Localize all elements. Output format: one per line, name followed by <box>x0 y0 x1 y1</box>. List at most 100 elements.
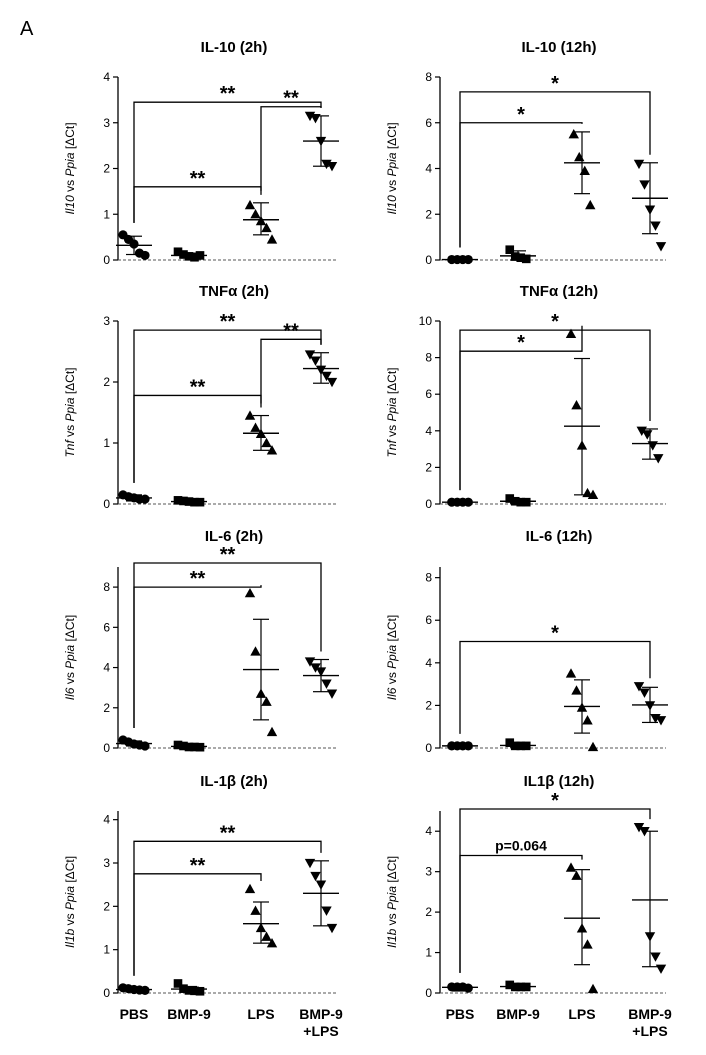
data-point-square <box>179 250 188 259</box>
y-axis-label: Il6 vs Ppia [ΔCt] <box>385 615 399 700</box>
y-axis-label: Il10 vs Ppia [ΔCt] <box>63 122 77 214</box>
data-point-triangle-up <box>568 128 579 139</box>
significance-label: ** <box>220 544 236 566</box>
y-tick-label: 0 <box>103 253 110 267</box>
y-axis-label: Il1b vs Ppia [ΔCt] <box>385 856 399 948</box>
significance-label: * <box>551 623 559 645</box>
data-point-triangle-up <box>244 410 256 420</box>
data-point-square <box>505 738 515 747</box>
significance-bracket <box>459 91 651 248</box>
significance-bracket <box>133 840 322 976</box>
data-point-square <box>173 740 183 750</box>
chart-title: IL-1β (2h) <box>200 773 268 790</box>
chart-panel: TNFα (2h) 0 1 2 3 Tnf vs Ppia [ΔCt] ** ** ** <box>63 283 339 511</box>
data-point-triangle-down <box>304 858 316 869</box>
chart-panel: IL-10 (12h) 0 2 4 6 8 Il10 vs Ppia [ΔCt] * * <box>385 39 668 267</box>
data-point-triangle-down <box>321 679 332 689</box>
y-tick-label: 4 <box>425 656 432 670</box>
y-axis-label-part: vs <box>385 669 399 688</box>
data-point-triangle-down <box>321 906 332 916</box>
data-point-triangle-up <box>250 646 261 656</box>
y-axis-label-part: Il1b <box>385 928 399 948</box>
y-axis-label-part: Ppia <box>385 886 399 910</box>
significance-label: * <box>551 311 559 333</box>
y-axis-label-part: [ΔCt] <box>63 615 77 645</box>
y-axis-label-part: [ΔCt] <box>385 367 399 397</box>
data-point-triangle-up <box>244 199 256 210</box>
data-point-triangle-up <box>582 715 593 725</box>
data-point-triangle-up <box>582 939 593 949</box>
data-point-triangle-up <box>250 905 261 915</box>
data-point-triangle-up <box>565 668 577 678</box>
significance-bracket <box>133 329 322 483</box>
y-tick-label: 10 <box>419 314 433 328</box>
data-point-triangle-up <box>587 983 599 994</box>
y-axis-label-part: Il1b <box>63 928 77 948</box>
data-point-triangle-down <box>321 371 332 382</box>
data-point-square <box>505 494 515 503</box>
data-point-triangle-up <box>565 328 577 338</box>
y-axis-label: Tnf vs Ppia [ΔCt] <box>385 367 399 457</box>
data-point-triangle-up <box>579 165 590 175</box>
y-axis-label-part: Ppia <box>63 152 77 176</box>
data-point-square <box>173 496 183 505</box>
chart-title: IL-10 (2h) <box>201 39 268 56</box>
x-category-label: BMP-9 <box>299 1006 343 1022</box>
y-tick-label: 4 <box>103 813 110 827</box>
x-category-label: PBS <box>446 1006 475 1022</box>
y-tick-label: 6 <box>425 613 432 627</box>
y-tick-label: 0 <box>103 741 110 755</box>
x-category-label: +LPS <box>303 1023 338 1039</box>
significance-label: ** <box>283 88 299 110</box>
y-tick-label: 6 <box>103 620 110 634</box>
significance-label: ** <box>190 168 206 190</box>
x-category-label: LPS <box>247 1006 274 1022</box>
y-axis-label-part: Il6 <box>385 687 399 700</box>
x-category-label: BMP-9 <box>167 1006 211 1022</box>
data-point-triangle-up <box>266 234 278 244</box>
data-point-square <box>521 254 531 264</box>
significance-bracket <box>133 873 262 976</box>
significance-label: ** <box>190 855 206 877</box>
significance-bracket <box>459 640 651 734</box>
data-point-triangle-up <box>571 870 582 880</box>
data-point-square <box>173 247 183 257</box>
y-tick-label: 0 <box>103 986 110 1000</box>
data-point-triangle-down <box>639 180 650 190</box>
data-point-triangle-up <box>266 937 278 948</box>
data-point-triangle-down <box>650 221 661 231</box>
chart-title: IL-10 (12h) <box>521 39 596 56</box>
y-tick-label: 2 <box>103 899 110 913</box>
y-axis-label-part: vs <box>63 422 77 441</box>
y-axis-label-part: vs <box>385 910 399 929</box>
y-tick-label: 1 <box>103 207 110 221</box>
y-axis-label-part: [ΔCt] <box>63 367 77 397</box>
y-tick-label: 0 <box>425 986 432 1000</box>
data-point-triangle-up <box>585 199 596 210</box>
y-tick-label: 0 <box>425 253 432 267</box>
y-tick-label: 0 <box>425 741 432 755</box>
data-point-triangle-down <box>653 454 664 464</box>
y-tick-label: 2 <box>103 375 110 389</box>
significance-label: * <box>551 790 559 812</box>
significance-label: ** <box>220 311 236 333</box>
significance-bracket <box>459 854 583 973</box>
significance-bracket <box>133 562 322 728</box>
chart-panel: IL-10 (2h) 0 1 2 3 4 Il10 vs Ppia [ΔCt] ** ** ** <box>63 39 339 267</box>
chart-title: IL-6 (12h) <box>526 528 593 545</box>
data-point-triangle-down <box>326 923 338 934</box>
significance-label: ** <box>220 83 236 105</box>
data-point-square <box>505 980 515 990</box>
data-point-square <box>173 979 183 988</box>
data-point-triangle-down <box>655 716 667 726</box>
y-tick-label: 3 <box>103 856 110 870</box>
data-point-circle <box>140 985 150 996</box>
y-axis-label-part: Tnf <box>63 439 77 458</box>
y-tick-label: 4 <box>425 162 432 176</box>
y-tick-label: 1 <box>103 943 110 957</box>
significance-label: * <box>517 332 525 354</box>
significance-bracket <box>133 394 262 483</box>
data-point-triangle-down <box>326 162 338 172</box>
significance-label: * <box>551 73 559 95</box>
